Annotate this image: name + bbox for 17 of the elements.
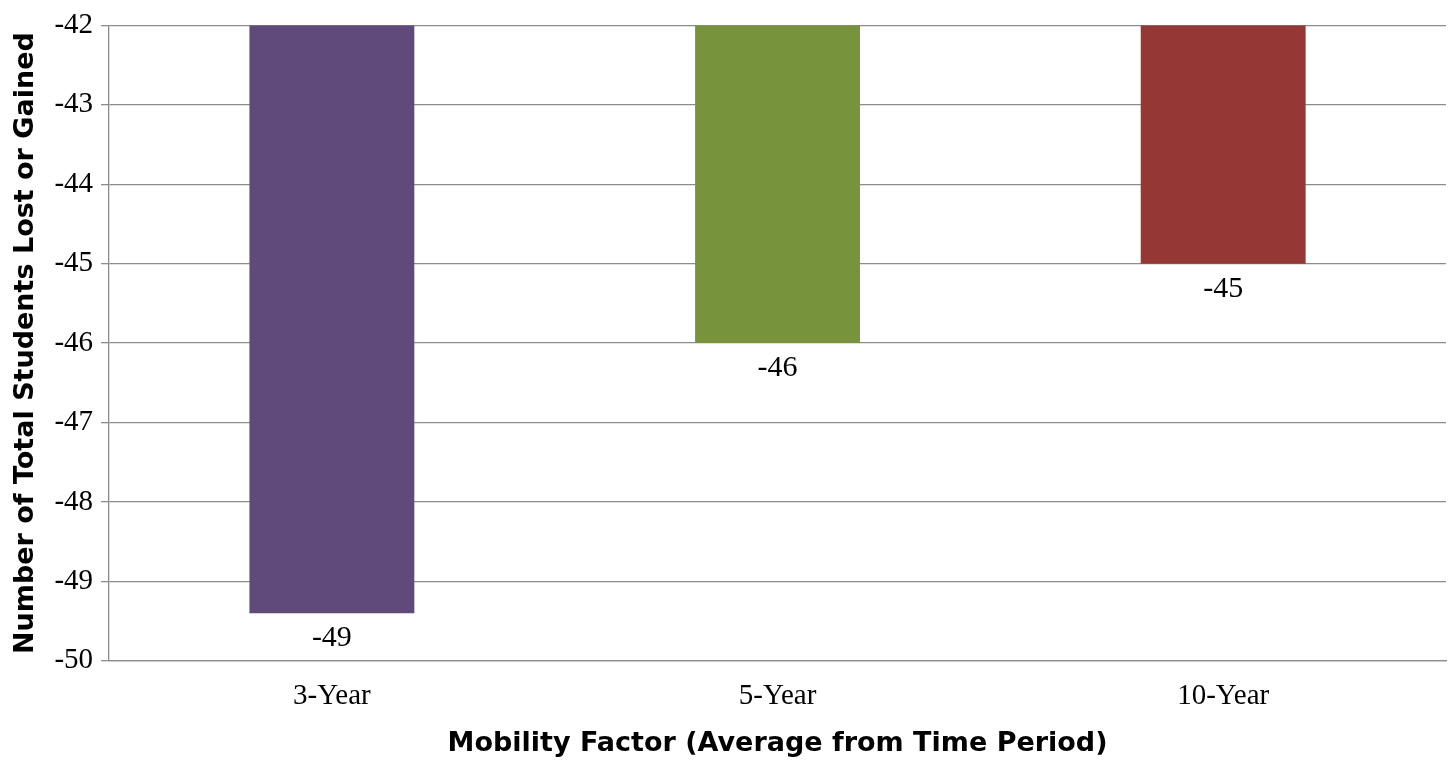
data-label: -45	[1203, 269, 1244, 303]
x-tick-label: 5-Year	[738, 677, 817, 710]
x-axis-title: Mobility Factor (Average from Time Period)	[447, 725, 1108, 757]
y-tick-label: -42	[54, 7, 94, 40]
y-tick-label: -43	[54, 86, 94, 119]
y-axis-title: Number of Total Students Lost or Gained	[8, 32, 40, 655]
y-tick-label: -44	[54, 165, 94, 198]
x-tick-label: 10-Year	[1177, 677, 1270, 710]
y-tick-label: -50	[54, 642, 94, 675]
data-label: -46	[757, 348, 798, 382]
y-tick-label: -46	[54, 324, 94, 357]
y-tick-label: -49	[54, 562, 94, 595]
y-tick-label: -47	[54, 404, 94, 437]
y-tick-label: -45	[54, 245, 94, 278]
data-label: -49	[311, 619, 352, 653]
x-tick-label: 3-Year	[293, 677, 372, 710]
y-tick-label: -48	[54, 483, 94, 516]
